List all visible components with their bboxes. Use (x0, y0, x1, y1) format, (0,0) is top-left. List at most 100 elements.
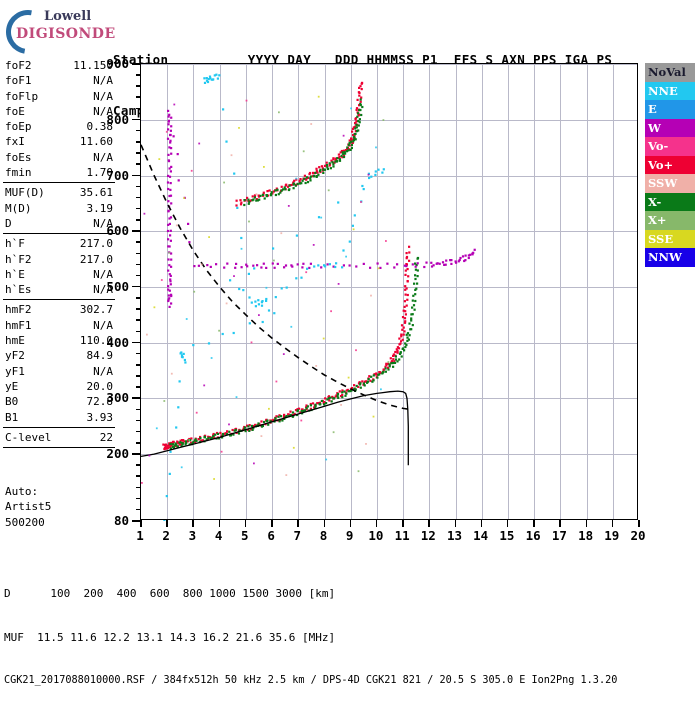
trace-point (282, 188, 285, 191)
trace-point (337, 396, 340, 399)
trace-point (341, 151, 344, 154)
trace-point (217, 437, 220, 440)
trace-point (469, 253, 472, 256)
x-axis-label: 11 (394, 528, 410, 543)
y-axis-minor-tick (136, 375, 141, 377)
trace-point (207, 78, 210, 81)
trace-point (179, 352, 182, 355)
trace-point (183, 440, 186, 443)
trace-point (250, 199, 253, 202)
trace-point (403, 300, 406, 303)
noise-point (317, 95, 320, 98)
trace-point (372, 374, 375, 377)
x-axis-tick (533, 520, 535, 527)
trace-point (305, 404, 308, 407)
legend-item-e[interactable]: E (645, 100, 695, 119)
trace-point (170, 202, 173, 205)
legend-item-nnw[interactable]: NNW (645, 248, 695, 267)
y-axis-minor-tick (136, 241, 141, 243)
trace-point (342, 155, 346, 159)
trace-point (308, 171, 312, 175)
trace-point (228, 430, 231, 433)
trace-point (402, 333, 405, 336)
trace-point (167, 187, 170, 191)
trace-point (170, 258, 173, 261)
trace-point (356, 98, 359, 101)
trace-point (257, 303, 260, 306)
trace-point (361, 184, 364, 188)
legend-item-sse[interactable]: SSE (645, 229, 695, 248)
y-axis-minor-tick (136, 219, 141, 221)
legend-item-nne[interactable]: NNE (645, 81, 695, 100)
legend-item-vo-[interactable]: Vo+ (645, 155, 695, 174)
trace-point (248, 429, 251, 432)
trace-point (170, 252, 173, 255)
trace-point (392, 354, 395, 357)
legend-item-ssw[interactable]: SSW (645, 174, 695, 193)
trace-point (281, 419, 284, 422)
trace-point (390, 360, 393, 363)
trace-point (401, 328, 404, 331)
trace-point (165, 446, 168, 449)
trace-point (312, 174, 315, 178)
y-axis-minor-tick (136, 297, 141, 299)
param-key: foFlp (5, 89, 39, 103)
trace-point (235, 199, 238, 202)
trace-point (317, 173, 320, 176)
trace-point (299, 411, 302, 414)
trace-point (252, 427, 255, 430)
trace-point (400, 355, 403, 358)
ionogram-plot-area[interactable] (140, 63, 638, 521)
direction-color-legend[interactable]: NoVal NNE E W Vo- Vo+ SSW X- X+ SSE NNW (645, 63, 695, 267)
x-axis-tick (480, 520, 483, 527)
legend-item-label: X- (648, 194, 662, 209)
trace-point (273, 266, 276, 269)
trace-point (329, 167, 332, 170)
trace-point (384, 367, 387, 370)
trace-point (260, 266, 263, 269)
trace-point (302, 262, 305, 265)
trace-point (296, 409, 300, 412)
trace-point (332, 157, 335, 160)
trace-point (174, 442, 177, 445)
trace-point (169, 442, 172, 446)
trace-point (243, 428, 246, 431)
trace-point (257, 299, 260, 302)
trace-point (369, 379, 372, 382)
trace-point (203, 77, 206, 80)
trace-point (362, 262, 365, 265)
trace-point (350, 146, 353, 150)
legend-item-noval[interactable]: NoVal (645, 63, 695, 82)
trace-point (359, 386, 362, 389)
trace-point (306, 405, 309, 408)
legend-item-x-[interactable]: X+ (645, 211, 695, 230)
trace-point (395, 348, 398, 351)
trace-point (404, 313, 407, 316)
noise-point (285, 474, 288, 476)
trace-point (354, 138, 357, 141)
auto-label: Auto: (5, 485, 39, 498)
trace-point (473, 248, 476, 251)
trace-point (459, 256, 462, 260)
legend-item-w[interactable]: W (645, 118, 695, 137)
x-axis-tick (428, 520, 430, 527)
x-axis-label: 16 (525, 528, 541, 543)
y-axis-label: 80 (113, 513, 129, 528)
trace-point (406, 293, 409, 297)
noise-point (387, 361, 390, 363)
trace-point (294, 409, 298, 412)
trace-point (249, 199, 252, 202)
legend-item-x-[interactable]: X- (645, 192, 695, 211)
trace-point (168, 305, 171, 308)
trace-point (275, 415, 278, 418)
trace-point (363, 380, 366, 383)
trace-point (294, 184, 297, 187)
trace-point (345, 150, 348, 153)
trace-point (276, 262, 279, 265)
trace-point (327, 395, 331, 398)
trace-point (352, 138, 356, 141)
trace-point (372, 379, 375, 382)
trace-point (338, 158, 341, 161)
param-row: foE N/A (3, 104, 115, 119)
legend-item-vo-[interactable]: Vo- (645, 137, 695, 156)
